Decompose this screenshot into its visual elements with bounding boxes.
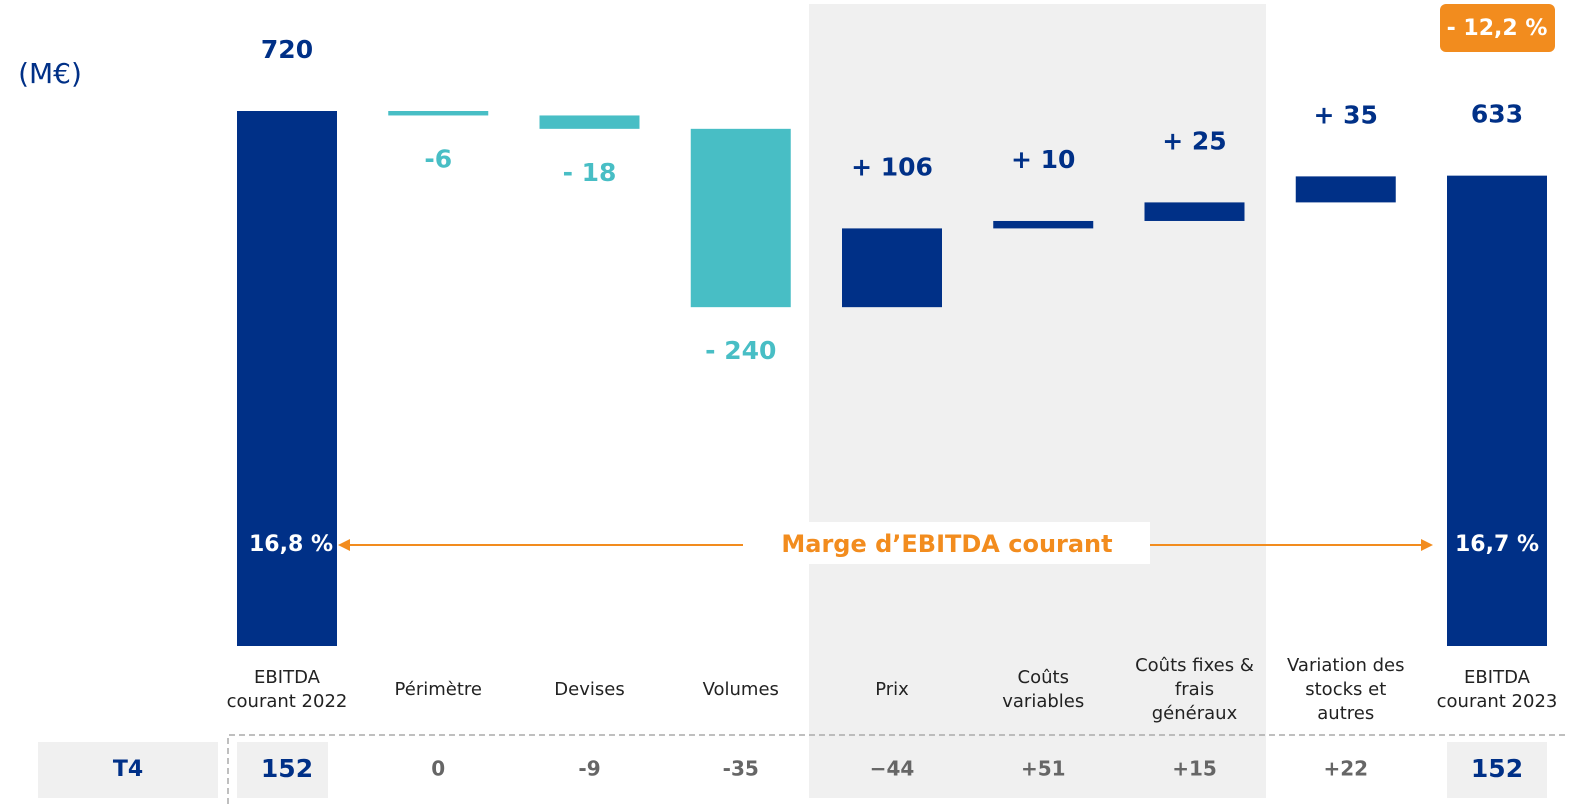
change-badge	[1440, 4, 1555, 52]
category-label: Volumes	[702, 679, 779, 700]
margin-label: Marge d’EBITDA courant	[781, 530, 1112, 558]
q4-value: +51	[1021, 757, 1066, 781]
bar	[993, 220, 1094, 229]
q4-label: T4	[113, 757, 143, 782]
category-label: Coûts fixes & frais généraux	[1135, 655, 1254, 724]
q4-value: -9	[578, 757, 600, 781]
q4-value: +15	[1172, 757, 1217, 781]
q4-value: −44	[870, 757, 915, 781]
value-label: + 25	[1162, 126, 1226, 155]
q4-value: 0	[431, 757, 445, 781]
bar	[1447, 175, 1547, 647]
bar	[1295, 176, 1396, 203]
category-label: Variation des stocks et autres	[1287, 655, 1405, 724]
bar	[388, 111, 489, 116]
category-label: EBITDA courant 2023	[1436, 667, 1558, 712]
q4-box	[1447, 742, 1547, 798]
value-label: - 18	[563, 158, 617, 187]
change-badge-text: - 12,2 %	[1447, 16, 1548, 41]
value-label: + 10	[1011, 145, 1075, 174]
unit-label: (M€)	[18, 57, 82, 90]
category-label: Périmètre	[394, 679, 482, 700]
q4-label-box	[38, 742, 218, 798]
value-label: 633	[1471, 100, 1523, 129]
q4-box	[237, 742, 328, 798]
bar	[539, 115, 640, 129]
bar	[1144, 202, 1245, 221]
category-label: EBITDA courant 2022	[226, 667, 348, 712]
category-label: Coûts variables	[1002, 667, 1085, 712]
category-label: Prix	[875, 679, 909, 700]
bar	[237, 111, 337, 646]
arrow-head	[338, 539, 350, 551]
value-label: + 35	[1314, 100, 1378, 129]
margin-label-bg	[778, 522, 1150, 564]
category-label: Devises	[554, 679, 625, 700]
value-label: - 240	[705, 336, 776, 365]
q4-value: -35	[723, 757, 759, 781]
margin-start: 16,8 %	[249, 532, 333, 557]
margin-end: 16,7 %	[1455, 532, 1539, 557]
arrow-head	[1421, 539, 1433, 551]
q4-frame	[227, 734, 1568, 804]
highlight-band	[809, 4, 1266, 798]
q4-value: 152	[261, 754, 313, 783]
value-label: 720	[261, 35, 313, 64]
q4-value: +22	[1323, 757, 1368, 781]
q4-value: 152	[1471, 754, 1523, 783]
bar	[842, 228, 942, 308]
value-label: + 106	[851, 152, 933, 181]
value-label: -6	[424, 144, 452, 173]
bar	[690, 128, 791, 308]
